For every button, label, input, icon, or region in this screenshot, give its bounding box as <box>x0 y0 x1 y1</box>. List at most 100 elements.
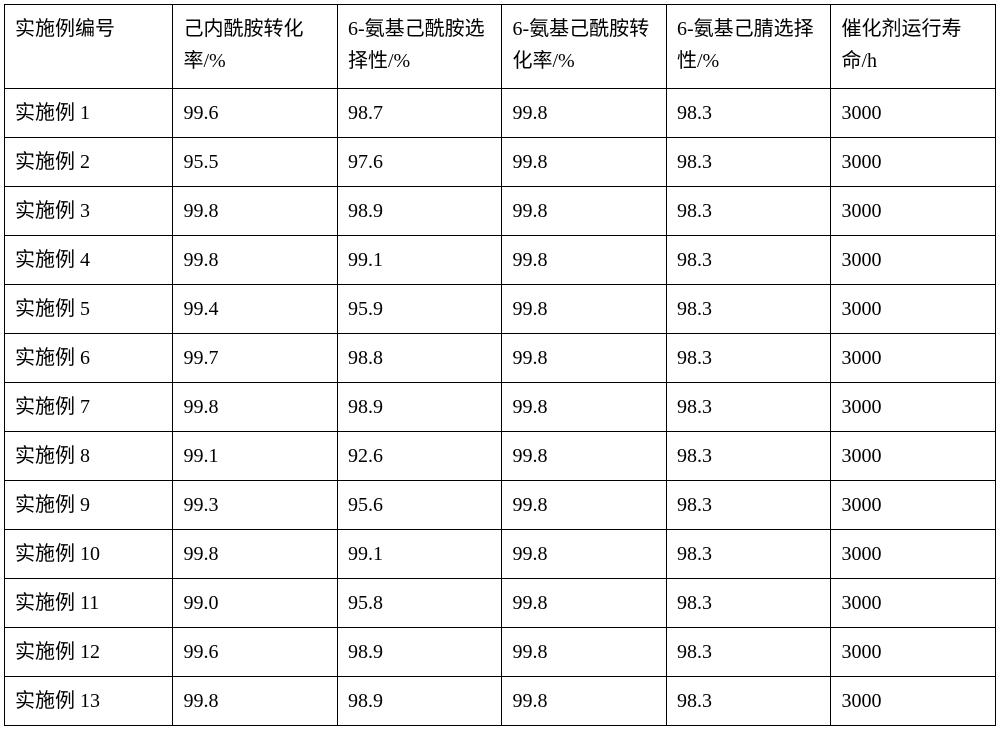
cell-6acn-selectivity: 98.3 <box>666 530 831 579</box>
cell-caprolactam-conversion: 99.3 <box>173 481 338 530</box>
cell-6aca-selectivity: 97.6 <box>337 138 502 187</box>
cell-6aca-selectivity: 95.9 <box>337 285 502 334</box>
cell-catalyst-life: 3000 <box>831 187 996 236</box>
cell-6aca-conversion: 99.8 <box>502 432 667 481</box>
table-row: 实施例 12 99.6 98.9 99.8 98.3 3000 <box>5 628 996 677</box>
cell-6aca-selectivity: 99.1 <box>337 530 502 579</box>
table-row: 实施例 13 99.8 98.9 99.8 98.3 3000 <box>5 677 996 726</box>
table-header-row: 实施例编号 己内酰胺转化率/% 6-氨基己酰胺选择性/% 6-氨基己酰胺转化率/… <box>5 5 996 89</box>
cell-6acn-selectivity: 98.3 <box>666 187 831 236</box>
col-header-6acn-selectivity: 6-氨基己腈选择性/% <box>666 5 831 89</box>
table-row: 实施例 5 99.4 95.9 99.8 98.3 3000 <box>5 285 996 334</box>
cell-6acn-selectivity: 98.3 <box>666 432 831 481</box>
col-header-example-id: 实施例编号 <box>5 5 173 89</box>
cell-6aca-conversion: 99.8 <box>502 628 667 677</box>
cell-caprolactam-conversion: 99.8 <box>173 383 338 432</box>
cell-6aca-conversion: 99.8 <box>502 89 667 138</box>
cell-catalyst-life: 3000 <box>831 383 996 432</box>
cell-catalyst-life: 3000 <box>831 89 996 138</box>
cell-6aca-selectivity: 98.7 <box>337 89 502 138</box>
cell-catalyst-life: 3000 <box>831 677 996 726</box>
cell-example-id: 实施例 11 <box>5 579 173 628</box>
cell-catalyst-life: 3000 <box>831 530 996 579</box>
cell-6aca-conversion: 99.8 <box>502 285 667 334</box>
cell-6acn-selectivity: 98.3 <box>666 285 831 334</box>
cell-6acn-selectivity: 98.3 <box>666 138 831 187</box>
cell-6acn-selectivity: 98.3 <box>666 236 831 285</box>
cell-catalyst-life: 3000 <box>831 138 996 187</box>
col-header-6aca-selectivity: 6-氨基己酰胺选择性/% <box>337 5 502 89</box>
cell-example-id: 实施例 2 <box>5 138 173 187</box>
cell-6acn-selectivity: 98.3 <box>666 383 831 432</box>
cell-6aca-selectivity: 99.1 <box>337 236 502 285</box>
cell-example-id: 实施例 13 <box>5 677 173 726</box>
col-header-catalyst-life: 催化剂运行寿命/h <box>831 5 996 89</box>
cell-6aca-selectivity: 95.8 <box>337 579 502 628</box>
table-row: 实施例 2 95.5 97.6 99.8 98.3 3000 <box>5 138 996 187</box>
cell-example-id: 实施例 6 <box>5 334 173 383</box>
cell-caprolactam-conversion: 99.6 <box>173 89 338 138</box>
cell-caprolactam-conversion: 99.8 <box>173 530 338 579</box>
cell-catalyst-life: 3000 <box>831 628 996 677</box>
cell-example-id: 实施例 7 <box>5 383 173 432</box>
cell-caprolactam-conversion: 99.4 <box>173 285 338 334</box>
cell-6aca-conversion: 99.8 <box>502 481 667 530</box>
table-row: 实施例 3 99.8 98.9 99.8 98.3 3000 <box>5 187 996 236</box>
cell-6aca-selectivity: 92.6 <box>337 432 502 481</box>
cell-catalyst-life: 3000 <box>831 432 996 481</box>
cell-caprolactam-conversion: 99.7 <box>173 334 338 383</box>
cell-6aca-selectivity: 98.9 <box>337 383 502 432</box>
cell-caprolactam-conversion: 99.1 <box>173 432 338 481</box>
cell-catalyst-life: 3000 <box>831 334 996 383</box>
cell-example-id: 实施例 1 <box>5 89 173 138</box>
table-row: 实施例 8 99.1 92.6 99.8 98.3 3000 <box>5 432 996 481</box>
table-row: 实施例 10 99.8 99.1 99.8 98.3 3000 <box>5 530 996 579</box>
cell-catalyst-life: 3000 <box>831 481 996 530</box>
cell-caprolactam-conversion: 99.6 <box>173 628 338 677</box>
cell-6aca-conversion: 99.8 <box>502 138 667 187</box>
table-row: 实施例 1 99.6 98.7 99.8 98.3 3000 <box>5 89 996 138</box>
cell-example-id: 实施例 10 <box>5 530 173 579</box>
cell-6aca-conversion: 99.8 <box>502 530 667 579</box>
cell-caprolactam-conversion: 99.0 <box>173 579 338 628</box>
table-row: 实施例 7 99.8 98.9 99.8 98.3 3000 <box>5 383 996 432</box>
table-row: 实施例 6 99.7 98.8 99.8 98.3 3000 <box>5 334 996 383</box>
cell-6acn-selectivity: 98.3 <box>666 89 831 138</box>
cell-example-id: 实施例 3 <box>5 187 173 236</box>
cell-6aca-selectivity: 95.6 <box>337 481 502 530</box>
cell-caprolactam-conversion: 99.8 <box>173 187 338 236</box>
cell-6aca-conversion: 99.8 <box>502 383 667 432</box>
cell-6aca-conversion: 99.8 <box>502 187 667 236</box>
cell-6aca-conversion: 99.8 <box>502 236 667 285</box>
cell-6aca-conversion: 99.8 <box>502 334 667 383</box>
cell-caprolactam-conversion: 99.8 <box>173 677 338 726</box>
cell-6aca-selectivity: 98.8 <box>337 334 502 383</box>
cell-6aca-conversion: 99.8 <box>502 677 667 726</box>
cell-6aca-selectivity: 98.9 <box>337 628 502 677</box>
cell-6acn-selectivity: 98.3 <box>666 677 831 726</box>
table-row: 实施例 9 99.3 95.6 99.8 98.3 3000 <box>5 481 996 530</box>
cell-example-id: 实施例 5 <box>5 285 173 334</box>
cell-6aca-selectivity: 98.9 <box>337 187 502 236</box>
table-body: 实施例 1 99.6 98.7 99.8 98.3 3000 实施例 2 95.… <box>5 89 996 726</box>
cell-catalyst-life: 3000 <box>831 285 996 334</box>
col-header-caprolactam-conversion: 己内酰胺转化率/% <box>173 5 338 89</box>
col-header-6aca-conversion: 6-氨基己酰胺转化率/% <box>502 5 667 89</box>
data-table: 实施例编号 己内酰胺转化率/% 6-氨基己酰胺选择性/% 6-氨基己酰胺转化率/… <box>4 4 996 726</box>
cell-6acn-selectivity: 98.3 <box>666 579 831 628</box>
cell-catalyst-life: 3000 <box>831 236 996 285</box>
cell-example-id: 实施例 9 <box>5 481 173 530</box>
cell-6acn-selectivity: 98.3 <box>666 481 831 530</box>
cell-example-id: 实施例 4 <box>5 236 173 285</box>
cell-catalyst-life: 3000 <box>831 579 996 628</box>
cell-example-id: 实施例 12 <box>5 628 173 677</box>
cell-caprolactam-conversion: 95.5 <box>173 138 338 187</box>
cell-6aca-selectivity: 98.9 <box>337 677 502 726</box>
cell-example-id: 实施例 8 <box>5 432 173 481</box>
cell-6acn-selectivity: 98.3 <box>666 334 831 383</box>
cell-caprolactam-conversion: 99.8 <box>173 236 338 285</box>
cell-6acn-selectivity: 98.3 <box>666 628 831 677</box>
table-row: 实施例 11 99.0 95.8 99.8 98.3 3000 <box>5 579 996 628</box>
cell-6aca-conversion: 99.8 <box>502 579 667 628</box>
table-row: 实施例 4 99.8 99.1 99.8 98.3 3000 <box>5 236 996 285</box>
